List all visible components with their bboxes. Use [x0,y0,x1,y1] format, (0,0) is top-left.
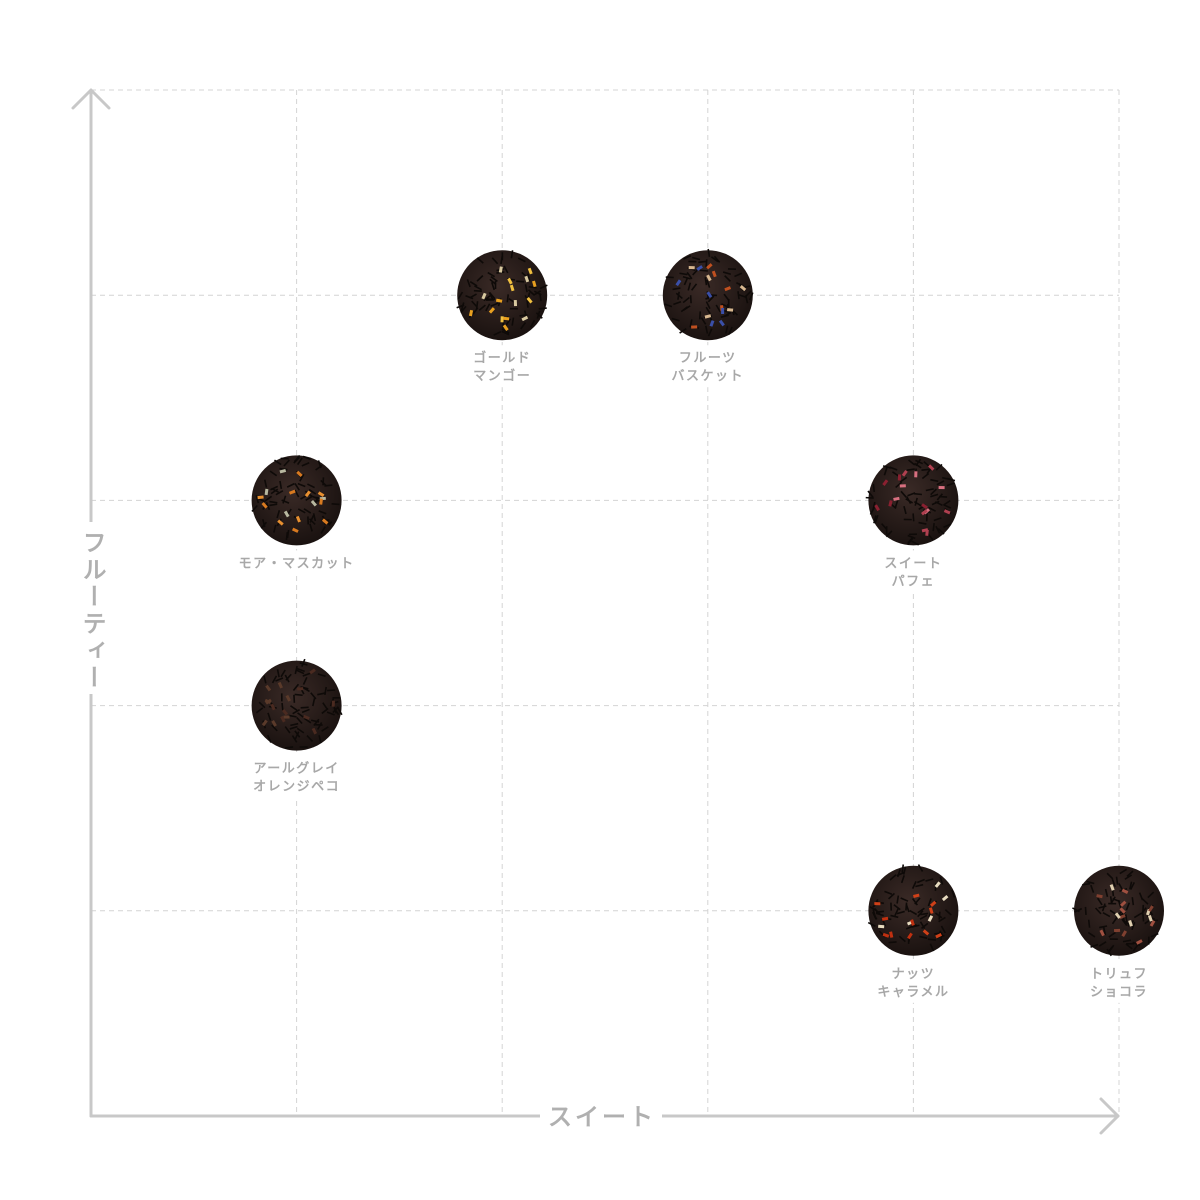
x-axis-label: スイート [548,1103,656,1131]
tea-leaf-image [1074,865,1164,956]
tea-name-label: フルーツ [679,351,737,366]
tea-name-label: パフェ [892,574,936,589]
x-axis-arrow-icon [1099,1097,1120,1135]
tea-name-label: モア・マスカット [239,556,355,571]
tea-name-label: ナッツ [892,967,936,982]
tea-name-label: キャラメル [877,985,949,1000]
tea-leaf-image [251,455,342,546]
tea-name-label: ショコラ [1090,985,1148,1000]
tea-name-label: バスケット [672,369,745,384]
grid-lines [91,89,1120,1116]
tea-point[interactable]: モア・マスカット [226,454,367,575]
y-axis: フルーティー [71,88,112,1118]
tea-name-label: マンゴー [473,368,531,384]
x-axis: スイート [89,1097,1120,1135]
tea-name-label: オレンジペコ [253,780,340,795]
tea-name-label: アールグレイ [253,761,339,777]
y-axis-label: フルーティー [78,530,106,692]
y-axis-arrow-icon [71,88,111,110]
tea-name-label: スイート [884,556,942,571]
tea-leaf-image [868,455,959,546]
tea-name-label: トリュフ [1090,967,1148,982]
tea-name-label: ゴールド [473,350,531,366]
